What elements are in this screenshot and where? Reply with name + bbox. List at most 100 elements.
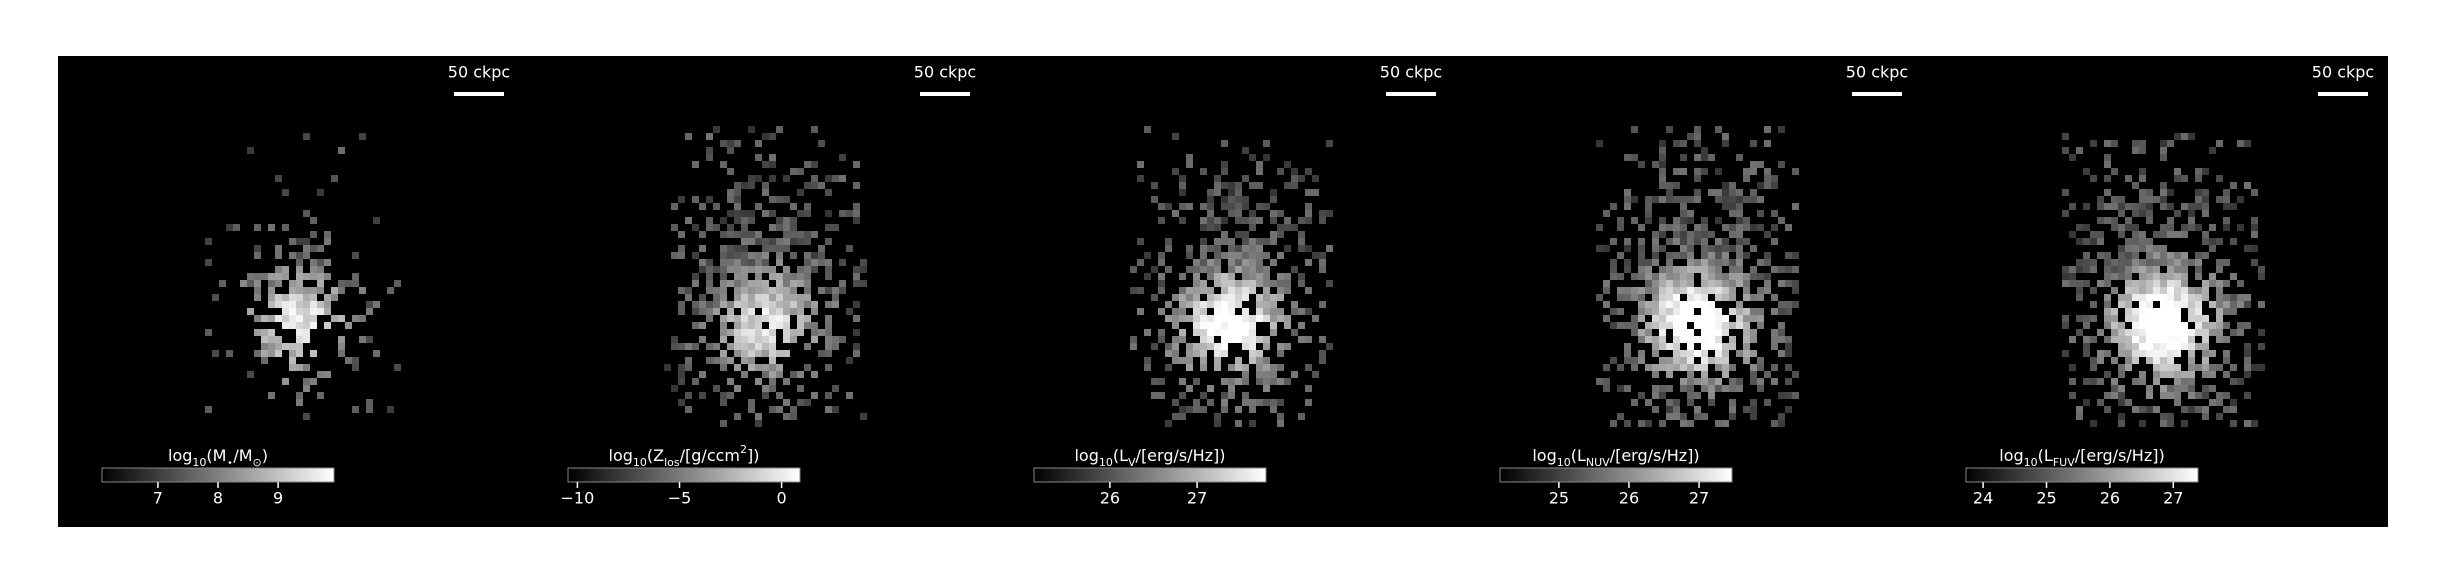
pixel bbox=[797, 231, 804, 238]
pixel bbox=[1631, 315, 1638, 322]
pixel bbox=[1144, 329, 1151, 336]
pixel bbox=[1638, 357, 1645, 364]
pixel bbox=[797, 238, 804, 245]
pixel bbox=[699, 371, 706, 378]
pixel bbox=[1792, 392, 1799, 399]
pixel bbox=[282, 378, 289, 385]
pixel bbox=[352, 364, 359, 371]
pixel bbox=[2111, 140, 2118, 147]
pixel bbox=[1284, 315, 1291, 322]
pixel bbox=[720, 259, 727, 266]
pixel bbox=[2125, 217, 2132, 224]
pixel bbox=[2153, 371, 2160, 378]
pixel bbox=[1617, 385, 1624, 392]
pixel bbox=[734, 413, 741, 420]
pixel bbox=[741, 210, 748, 217]
pixel bbox=[2223, 406, 2230, 413]
pixel bbox=[804, 203, 811, 210]
pixel bbox=[1687, 273, 1694, 280]
pixel bbox=[755, 280, 762, 287]
pixel bbox=[1673, 168, 1680, 175]
pixel bbox=[1708, 315, 1715, 322]
pixel bbox=[2216, 266, 2223, 273]
pixel bbox=[1666, 371, 1673, 378]
pixel bbox=[2125, 280, 2132, 287]
pixel bbox=[748, 329, 755, 336]
pixel bbox=[699, 203, 706, 210]
pixel bbox=[2244, 364, 2251, 371]
pixel bbox=[2118, 392, 2125, 399]
pixel bbox=[2125, 287, 2132, 294]
pixel bbox=[1249, 252, 1256, 259]
pixel bbox=[2062, 280, 2069, 287]
pixel bbox=[1680, 329, 1687, 336]
pixel bbox=[1743, 315, 1750, 322]
pixel bbox=[1736, 378, 1743, 385]
pixel bbox=[1764, 273, 1771, 280]
pixel bbox=[1130, 336, 1137, 343]
pixel bbox=[699, 308, 706, 315]
pixel bbox=[811, 301, 818, 308]
pixel bbox=[1228, 252, 1235, 259]
pixel bbox=[734, 364, 741, 371]
pixel bbox=[762, 371, 769, 378]
pixel bbox=[1659, 364, 1666, 371]
pixel bbox=[818, 329, 825, 336]
pixel bbox=[1277, 315, 1284, 322]
pixel bbox=[1666, 189, 1673, 196]
pixel bbox=[1214, 217, 1221, 224]
pixel bbox=[2104, 301, 2111, 308]
pixel bbox=[2195, 252, 2202, 259]
pixel bbox=[1645, 203, 1652, 210]
pixel bbox=[2195, 168, 2202, 175]
pixel bbox=[699, 336, 706, 343]
pixel bbox=[394, 280, 401, 287]
pixel bbox=[226, 350, 233, 357]
pixel bbox=[741, 273, 748, 280]
pixel bbox=[282, 301, 289, 308]
pixel bbox=[692, 280, 699, 287]
pixel bbox=[1263, 238, 1270, 245]
pixel bbox=[1778, 161, 1785, 168]
pixel bbox=[2223, 196, 2230, 203]
pixel bbox=[1701, 147, 1708, 154]
pixel bbox=[1624, 259, 1631, 266]
pixel bbox=[1736, 259, 1743, 266]
pixel bbox=[776, 392, 783, 399]
pixel bbox=[2237, 280, 2244, 287]
pixel bbox=[1638, 259, 1645, 266]
pixel bbox=[1750, 378, 1757, 385]
pixel bbox=[727, 189, 734, 196]
pixel bbox=[1200, 308, 1207, 315]
pixel bbox=[2153, 336, 2160, 343]
pixel bbox=[2146, 385, 2153, 392]
pixel bbox=[699, 392, 706, 399]
pixel bbox=[359, 315, 366, 322]
pixel bbox=[1256, 217, 1263, 224]
pixel bbox=[1242, 259, 1249, 266]
pixel bbox=[1624, 294, 1631, 301]
pixel bbox=[671, 203, 678, 210]
pixel bbox=[734, 315, 741, 322]
pixel bbox=[1722, 287, 1729, 294]
pixel bbox=[1785, 280, 1792, 287]
pixel bbox=[212, 350, 219, 357]
pixel bbox=[2181, 385, 2188, 392]
pixel bbox=[1270, 196, 1277, 203]
pixel bbox=[2125, 245, 2132, 252]
pixel bbox=[1645, 273, 1652, 280]
pixel bbox=[303, 315, 310, 322]
pixel bbox=[2167, 224, 2174, 231]
pixel bbox=[1680, 301, 1687, 308]
pixel bbox=[2195, 196, 2202, 203]
pixel bbox=[1743, 343, 1750, 350]
pixel bbox=[1659, 420, 1666, 427]
pixel bbox=[1715, 189, 1722, 196]
pixel bbox=[1610, 308, 1617, 315]
pixel bbox=[706, 147, 713, 154]
pixel bbox=[713, 343, 720, 350]
pixel bbox=[713, 294, 720, 301]
pixel bbox=[804, 343, 811, 350]
pixel bbox=[1715, 343, 1722, 350]
